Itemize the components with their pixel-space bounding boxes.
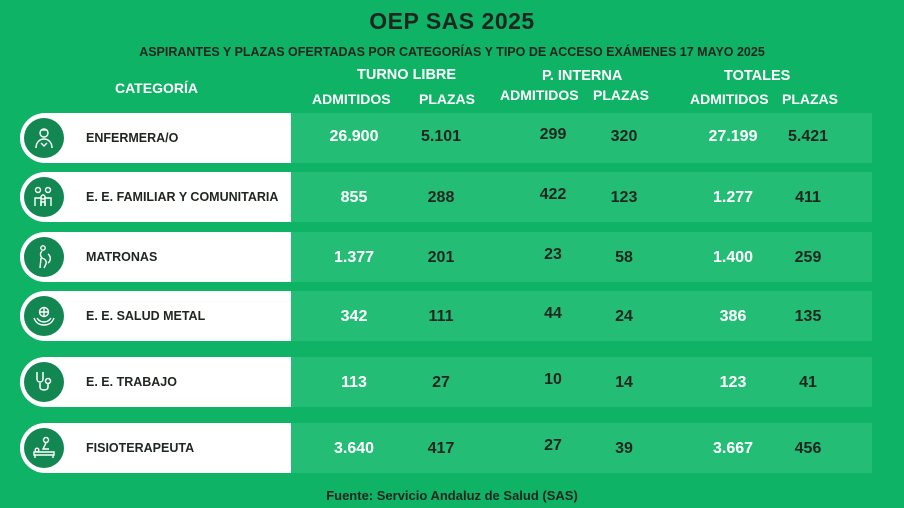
- stethoscope-icon: [24, 362, 64, 402]
- cell-pi-admitidos: 10: [544, 371, 562, 388]
- cell-tot-plazas: 259: [794, 249, 822, 266]
- header-tot-admitidos: ADMITIDOS: [690, 91, 769, 107]
- cell-pi-admitidos: 44: [544, 305, 562, 322]
- cell-tl-plazas: 27: [432, 374, 450, 391]
- cell-tot-admitidos: 1.277: [712, 189, 754, 206]
- cell-tot-plazas: 456: [794, 440, 822, 457]
- cell-pi-plazas: 14: [615, 374, 633, 391]
- table-row: MATRONAS 1.377 201 23 58 1.400 259: [20, 232, 872, 282]
- row-category: MATRONAS: [86, 250, 158, 264]
- cell-pi-plazas: 320: [610, 128, 638, 145]
- cell-tot-admitidos: 1.400: [712, 249, 754, 266]
- cell-tl-admitidos: 1.377: [333, 249, 375, 266]
- nurse-icon: [24, 118, 64, 158]
- table-row: E. E. TRABAJO 113 27 10 14 123 41: [20, 357, 872, 407]
- header-p-interna: P. INTERNA: [542, 68, 623, 84]
- header-totales: TOTALES: [724, 68, 791, 84]
- cell-tl-plazas: 288: [427, 189, 455, 206]
- header-tl-admitidos: ADMITIDOS: [312, 91, 391, 107]
- cell-tl-plazas: 111: [428, 308, 454, 325]
- cell-pi-admitidos: 299: [539, 126, 567, 143]
- cell-tot-plazas: 5.421: [787, 128, 829, 145]
- table-row: E. E. FAMILIAR Y COMUNITARIA 855 288 422…: [20, 172, 872, 222]
- table-row: E. E. SALUD METAL 342 111 44 24 386 135: [20, 291, 872, 341]
- row-category: ENFERMERA/O: [86, 131, 179, 145]
- cell-tot-admitidos: 27.199: [708, 128, 758, 145]
- header-turno-libre: TURNO LIBRE: [357, 67, 457, 83]
- cell-tl-plazas: 201: [427, 249, 455, 266]
- cell-tot-plazas: 135: [794, 308, 822, 325]
- cell-tot-admitidos: 123: [719, 374, 747, 391]
- row-category: E. E. SALUD METAL: [86, 309, 206, 323]
- source-footer: Fuente: Servicio Andaluz de Salud (SAS): [326, 488, 578, 503]
- header-categoria: CATEGORÍA: [115, 80, 198, 96]
- cell-tl-plazas: 5.101: [420, 128, 462, 145]
- cell-tl-admitidos: 3.640: [333, 440, 375, 457]
- cell-tl-admitidos: 342: [340, 308, 368, 325]
- table-row: FISIOTERAPEUTA 3.640 417 27 39 3.667 456: [20, 423, 872, 473]
- cell-tl-admitidos: 26.900: [329, 128, 379, 145]
- header-pi-plazas: PLAZAS: [593, 87, 649, 103]
- cell-pi-admitidos: 23: [544, 246, 562, 263]
- row-category: E. E. FAMILIAR Y COMUNITARIA: [86, 190, 279, 204]
- cell-tot-plazas: 41: [799, 374, 817, 391]
- mental-health-icon: [24, 296, 64, 336]
- pregnant-icon: [24, 237, 64, 277]
- cell-pi-admitidos: 422: [539, 186, 567, 203]
- header-pi-admitidos: ADMITIDOS: [500, 87, 579, 103]
- cell-pi-admitidos: 27: [544, 437, 562, 454]
- header-tl-plazas: PLAZAS: [419, 91, 475, 107]
- cell-tot-plazas: 411: [795, 189, 821, 206]
- cell-pi-plazas: 123: [610, 189, 638, 206]
- cell-tl-admitidos: 113: [341, 374, 367, 391]
- cell-pi-plazas: 39: [615, 440, 633, 457]
- page-subtitle: ASPIRANTES Y PLAZAS OFERTADAS POR CATEGO…: [139, 45, 765, 59]
- physiotherapy-icon: [24, 428, 64, 468]
- family-icon: [24, 177, 64, 217]
- cell-tot-admitidos: 3.667: [712, 440, 754, 457]
- header-tot-plazas: PLAZAS: [782, 91, 838, 107]
- cell-tl-plazas: 417: [427, 440, 455, 457]
- page-title: OEP SAS 2025: [369, 8, 535, 34]
- row-category: E. E. TRABAJO: [86, 375, 177, 389]
- cell-tl-admitidos: 855: [340, 189, 368, 206]
- row-category: FISIOTERAPEUTA: [86, 441, 195, 455]
- cell-tot-admitidos: 386: [719, 308, 747, 325]
- table-row: ENFERMERA/O 26.900 5.101 299 320 27.199 …: [20, 113, 872, 163]
- cell-pi-plazas: 24: [615, 308, 633, 325]
- cell-pi-plazas: 58: [615, 249, 633, 266]
